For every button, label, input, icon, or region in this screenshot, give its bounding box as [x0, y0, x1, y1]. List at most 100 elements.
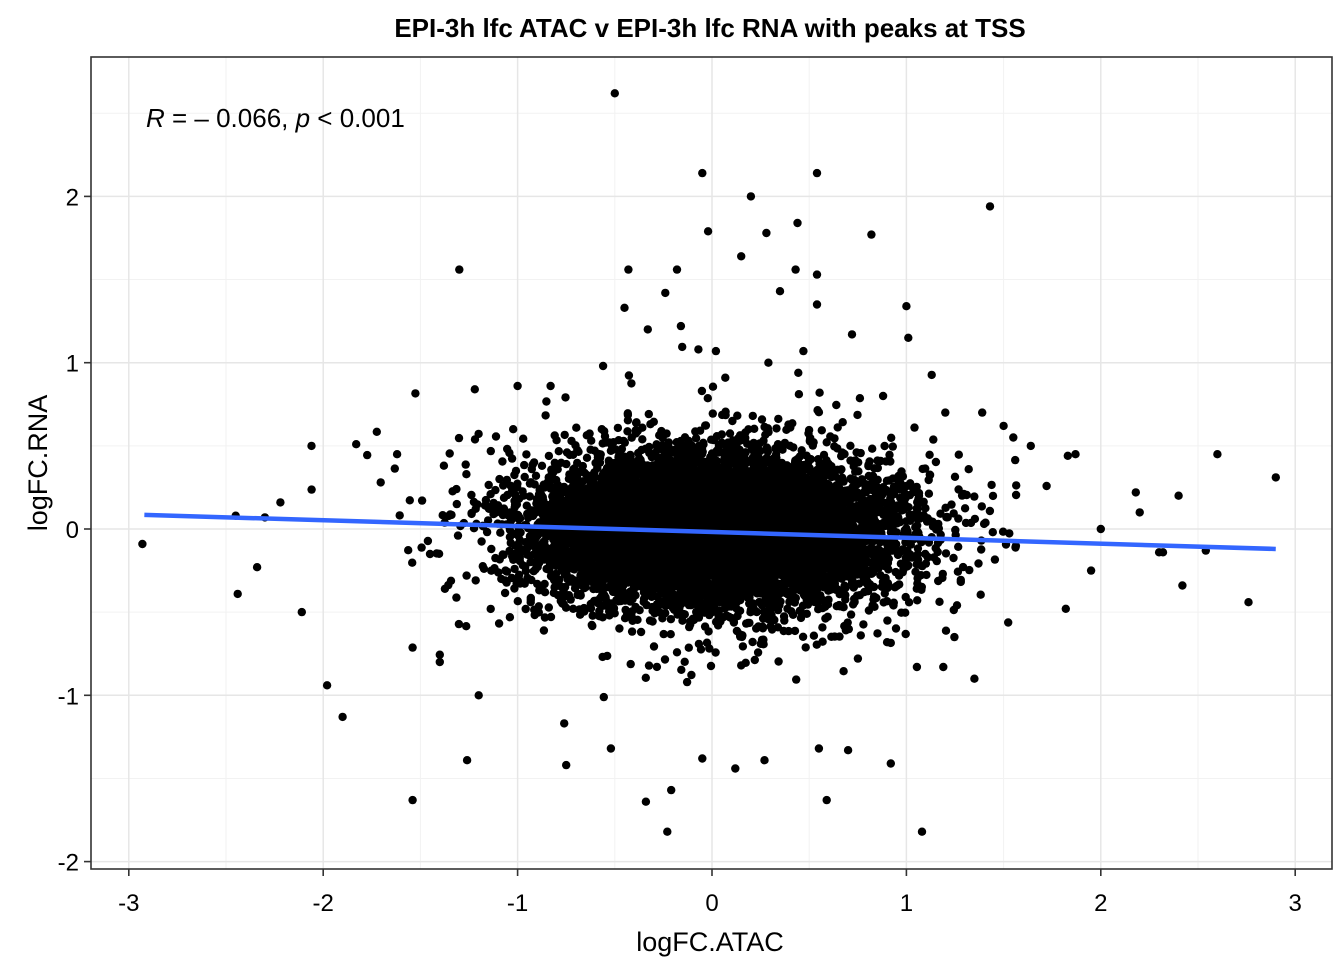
data-point	[796, 613, 806, 623]
data-point	[961, 518, 971, 528]
data-point	[544, 603, 553, 612]
data-point	[886, 457, 895, 466]
data-point	[611, 445, 620, 454]
data-point	[537, 461, 547, 470]
data-point	[750, 655, 759, 665]
data-point	[509, 425, 518, 434]
data-point	[794, 390, 804, 399]
data-point	[452, 499, 461, 509]
data-point	[990, 555, 1000, 564]
data-points	[138, 89, 1281, 836]
data-point	[859, 620, 868, 629]
data-point	[560, 719, 569, 728]
data-point	[981, 518, 990, 527]
data-point	[678, 616, 687, 625]
data-point	[417, 543, 426, 552]
data-point	[462, 571, 471, 580]
data-point	[572, 423, 581, 432]
grid	[91, 57, 1332, 869]
data-point	[657, 426, 666, 436]
data-point	[774, 414, 783, 424]
data-point	[1012, 481, 1021, 490]
data-point	[484, 480, 493, 490]
data-point	[820, 602, 830, 611]
data-point	[513, 597, 522, 606]
data-point	[599, 692, 608, 702]
data-point	[741, 658, 750, 667]
data-point	[802, 609, 811, 618]
data-point	[703, 394, 712, 403]
data-point	[887, 433, 896, 442]
data-point	[936, 509, 945, 518]
data-point	[585, 429, 594, 438]
data-point	[527, 464, 536, 474]
data-point	[700, 622, 710, 631]
data-point	[815, 388, 824, 397]
data-point	[913, 596, 922, 605]
data-point	[631, 418, 641, 427]
data-point	[672, 648, 682, 657]
data-point	[965, 565, 974, 575]
data-point	[935, 597, 944, 606]
data-point	[791, 456, 800, 465]
data-point	[438, 511, 447, 520]
data-point	[481, 495, 491, 505]
data-point	[417, 496, 427, 505]
data-point	[901, 608, 910, 617]
data-point	[567, 436, 576, 446]
data-point	[964, 465, 973, 474]
data-point	[941, 549, 951, 558]
data-point	[883, 616, 892, 625]
data-point	[797, 446, 806, 455]
data-point	[788, 610, 798, 619]
data-point	[853, 654, 863, 663]
data-point	[519, 491, 528, 500]
data-point	[510, 564, 519, 574]
data-point	[539, 626, 549, 635]
data-point	[408, 558, 417, 567]
data-point	[905, 510, 914, 519]
data-point	[912, 662, 922, 672]
data-point	[789, 443, 798, 452]
data-point	[924, 489, 934, 498]
data-point	[708, 382, 718, 391]
data-point	[652, 662, 662, 672]
data-point	[687, 670, 696, 680]
data-point	[697, 386, 707, 396]
data-point	[818, 623, 827, 632]
data-point	[395, 511, 404, 520]
data-point	[949, 553, 958, 563]
data-point	[801, 643, 810, 652]
data-point	[880, 441, 889, 451]
data-point	[404, 546, 413, 555]
data-point	[624, 371, 634, 380]
data-point	[491, 432, 501, 441]
data-point	[853, 410, 862, 420]
data-point	[814, 605, 823, 614]
data-point	[649, 642, 659, 651]
data-point	[954, 542, 963, 551]
data-point	[626, 659, 635, 669]
data-point	[540, 579, 549, 589]
data-point	[873, 463, 882, 473]
data-point	[586, 445, 595, 454]
data-point	[623, 409, 632, 418]
data-point	[792, 675, 801, 684]
data-point	[552, 436, 561, 445]
data-point	[849, 582, 859, 591]
data-point	[623, 427, 632, 436]
data-point	[780, 438, 790, 448]
data-point	[748, 637, 757, 647]
chart-title: EPI-3h lfc ATAC v EPI-3h lfc RNA with pe…	[394, 13, 1025, 43]
data-point	[453, 531, 463, 540]
data-point	[487, 544, 496, 554]
data-point	[738, 642, 748, 651]
data-point	[521, 604, 530, 614]
data-point	[864, 460, 873, 469]
data-point	[891, 624, 901, 633]
data-point	[812, 640, 821, 649]
data-point	[856, 631, 865, 640]
data-point	[927, 370, 936, 380]
data-point	[684, 436, 693, 445]
